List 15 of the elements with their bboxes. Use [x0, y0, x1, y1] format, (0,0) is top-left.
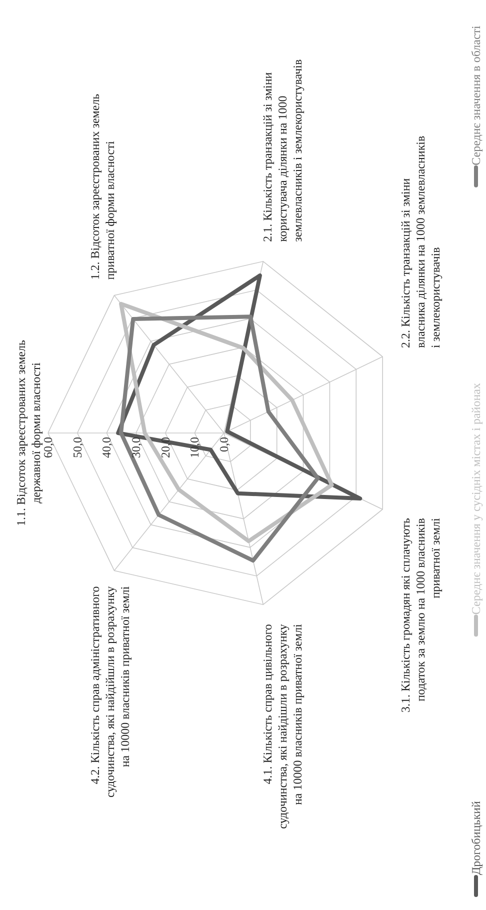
y-tick-label: 60,0 [41, 437, 55, 458]
spoke-label: 4.1. Кількість справ цивільного судочинства, які найдішли в розрахунку на 10000 власників приватної землі [260, 623, 305, 829]
text: Середнє значення в області [469, 24, 483, 166]
spoke-label: 2.1. Кількість транзакцій зі зміни користувача ділянки на 1000 землевласників і землекористувачів [260, 59, 305, 242]
spoke-label: 1.1. Відсоток зареєстрованих земель державної форми власності [14, 340, 43, 526]
spoke-label: 4.2. Кількість справ адміністративного судочинства, які найдійшли в розрахунку на 10000 власників приватної землі [88, 586, 132, 798]
y-tick-label: 50,0 [70, 437, 84, 458]
text: Середнє значення у сусідніх містах і районах [469, 383, 483, 615]
spoke-label: 1.2. Відсоток зареєстрованих земель приватної форми власності [88, 93, 117, 280]
spoke-label: 3.1. Кількість громадян які сплачують податок за землю на 1000 власників приватної землі [398, 517, 443, 712]
text: Дрогобицький [469, 800, 483, 875]
spoke-label: 2.2. Кількість транзакцій зі зміни власника ділянки на 1000 землевласників і землекористувачів [398, 135, 443, 348]
y-tick-label: 40,0 [100, 437, 114, 458]
y-tick-label: 30,0 [129, 437, 143, 458]
y-tick-label: 0,0 [217, 437, 231, 452]
